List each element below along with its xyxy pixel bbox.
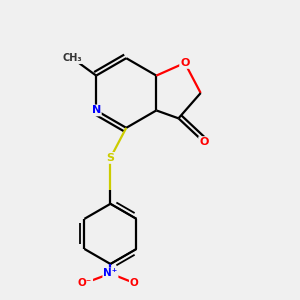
Text: O⁻: O⁻ bbox=[78, 278, 92, 288]
Text: O: O bbox=[180, 58, 190, 68]
Text: S: S bbox=[106, 153, 114, 163]
Text: O: O bbox=[199, 137, 208, 147]
Text: CH₃: CH₃ bbox=[63, 53, 82, 63]
Text: O: O bbox=[130, 278, 139, 288]
Text: N: N bbox=[92, 105, 101, 116]
Text: N⁺: N⁺ bbox=[103, 268, 118, 278]
